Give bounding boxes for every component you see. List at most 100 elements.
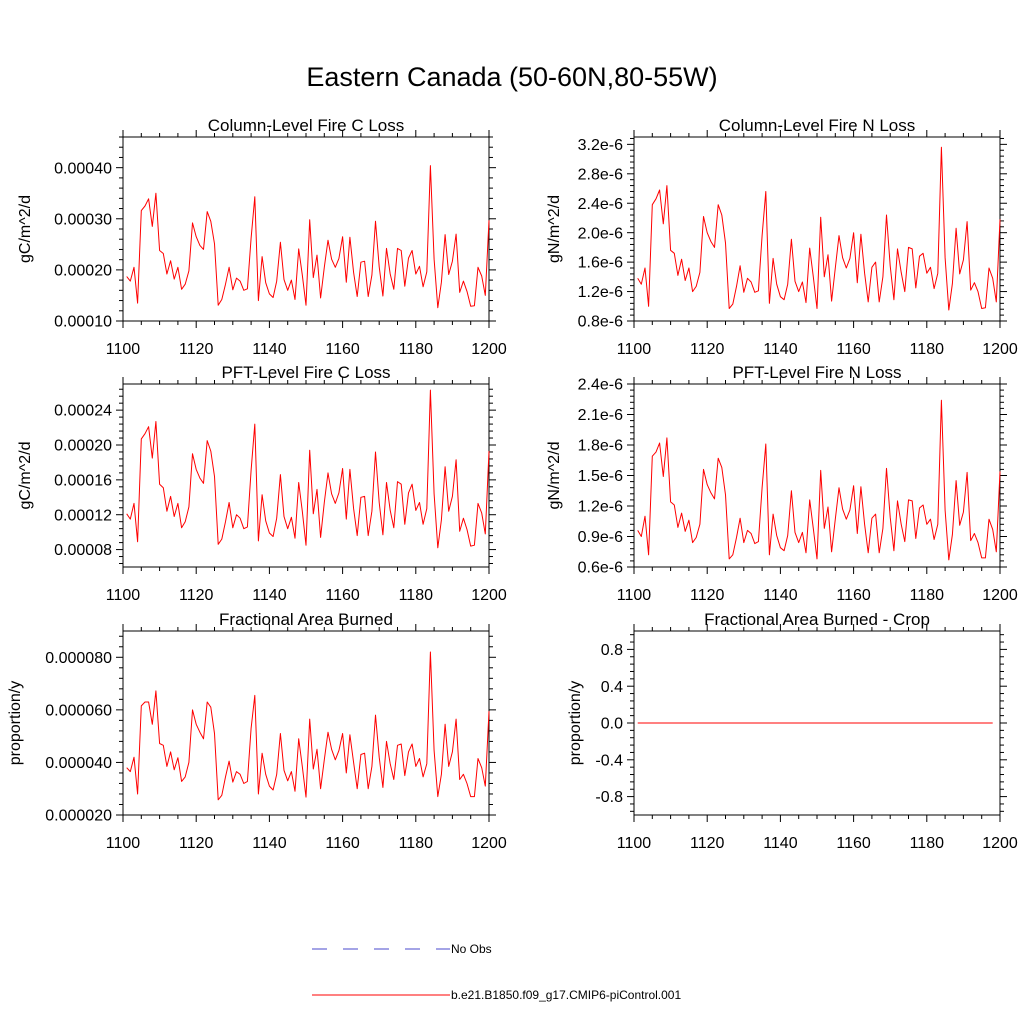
y-tick-label: 0.00024 bbox=[54, 403, 112, 420]
x-tick-label: 1140 bbox=[252, 835, 287, 852]
x-tick-label: 1180 bbox=[399, 835, 434, 852]
x-tick-label: 1140 bbox=[252, 587, 287, 604]
y-tick-label: 3.2e-6 bbox=[578, 137, 623, 154]
panel-5: Fractional Area Burned proportion/y 1100 11… bbox=[7, 610, 507, 852]
x-tick-label: 1200 bbox=[471, 341, 507, 358]
x-tick-label: 1140 bbox=[252, 341, 287, 358]
x-tick-label: 1180 bbox=[399, 341, 434, 358]
x-tick-label: 1140 bbox=[763, 341, 798, 358]
x-tick-label: 1100 bbox=[617, 341, 652, 358]
y-tick-label: 1.2e-6 bbox=[578, 499, 623, 516]
x-tick-label: 1200 bbox=[982, 341, 1018, 358]
y-tick-label: 2.0e-6 bbox=[578, 225, 623, 242]
series-line bbox=[126, 165, 490, 309]
panel-4: PFT-Level Fire N Loss gN/m^2/d 1100 1120 114… bbox=[546, 363, 1018, 604]
x-tick-label: 1200 bbox=[982, 587, 1018, 604]
y-tick-label: 0.00016 bbox=[54, 472, 112, 489]
panel-title: Fractional Area Burned - Crop bbox=[704, 610, 930, 629]
y-tick-label: 0.00020 bbox=[54, 438, 112, 455]
series-line bbox=[637, 399, 1001, 561]
y-tick-label: -0.8 bbox=[595, 789, 623, 806]
y-axis-label: gN/m^2/d bbox=[546, 195, 563, 263]
panel-1: Column-Level Fire C Loss gC/m^2/d 1100 1120… bbox=[17, 116, 507, 358]
x-tick-label: 1160 bbox=[325, 835, 360, 852]
y-axis-label: proportion/y bbox=[7, 681, 24, 766]
figure-title: Eastern Canada (50-60N,80-55W) bbox=[306, 62, 718, 92]
y-tick-label: 0.8 bbox=[601, 642, 623, 659]
y-tick-label: 0.000060 bbox=[45, 702, 112, 719]
y-axis-label: gC/m^2/d bbox=[17, 442, 34, 510]
x-tick-label: 1100 bbox=[106, 835, 141, 852]
y-tick-label: 0.8e-6 bbox=[578, 314, 623, 331]
plot-frame bbox=[633, 136, 1001, 322]
x-tick-label: 1120 bbox=[690, 835, 725, 852]
x-tick-label: 1160 bbox=[325, 587, 360, 604]
x-tick-label: 1120 bbox=[690, 341, 725, 358]
y-tick-label: 0.00012 bbox=[54, 507, 112, 524]
x-tick-label: 1180 bbox=[910, 835, 945, 852]
x-tick-label: 1200 bbox=[982, 835, 1018, 852]
y-tick-label: 0.000020 bbox=[45, 808, 112, 825]
y-axis-label: proportion/y bbox=[567, 681, 584, 766]
plot-frame bbox=[122, 136, 490, 322]
y-tick-label: 2.4e-6 bbox=[578, 196, 623, 213]
y-tick-label: 0.000040 bbox=[45, 755, 112, 772]
x-tick-label: 1120 bbox=[179, 835, 214, 852]
series-line bbox=[126, 651, 490, 801]
y-tick-label: 0.00008 bbox=[54, 542, 112, 559]
y-tick-label: 1.6e-6 bbox=[578, 255, 623, 272]
panel-title: Column-Level Fire N Loss bbox=[719, 116, 916, 135]
y-tick-label: 0.0 bbox=[601, 716, 623, 733]
x-tick-label: 1100 bbox=[106, 341, 141, 358]
y-tick-label: 2.4e-6 bbox=[578, 377, 623, 394]
x-tick-label: 1100 bbox=[106, 587, 141, 604]
x-tick-label: 1180 bbox=[910, 587, 945, 604]
y-tick-label: 1.5e-6 bbox=[578, 468, 623, 485]
y-tick-label: -0.4 bbox=[595, 752, 623, 769]
series-line bbox=[126, 389, 490, 549]
legend-label: No Obs bbox=[451, 942, 492, 956]
y-tick-label: 0.00010 bbox=[54, 314, 112, 331]
y-tick-label: 1.8e-6 bbox=[578, 438, 623, 455]
panel-3: PFT-Level Fire C Loss gC/m^2/d 1100 1120 114… bbox=[17, 363, 507, 604]
panel-title: Fractional Area Burned bbox=[219, 610, 393, 629]
y-tick-label: 0.00030 bbox=[54, 211, 112, 228]
y-axis-label: gC/m^2/d bbox=[17, 195, 34, 263]
y-tick-label: 2.1e-6 bbox=[578, 407, 623, 424]
y-tick-label: 2.8e-6 bbox=[578, 166, 623, 183]
y-tick-label: 0.00020 bbox=[54, 262, 112, 279]
x-tick-label: 1120 bbox=[179, 341, 214, 358]
x-tick-label: 1180 bbox=[910, 341, 945, 358]
legend: No Obs b.e21.B1850.f09_g17.CMIP6-piContro… bbox=[312, 942, 681, 1002]
y-tick-label: 0.9e-6 bbox=[578, 529, 623, 546]
x-tick-label: 1180 bbox=[399, 587, 434, 604]
x-tick-label: 1160 bbox=[836, 587, 871, 604]
panel-title: PFT-Level Fire N Loss bbox=[732, 363, 901, 382]
x-tick-label: 1100 bbox=[617, 835, 652, 852]
x-tick-label: 1120 bbox=[690, 587, 725, 604]
y-tick-label: 1.2e-6 bbox=[578, 284, 623, 301]
x-tick-label: 1140 bbox=[763, 835, 798, 852]
x-tick-label: 1200 bbox=[471, 587, 507, 604]
y-tick-label: 0.4 bbox=[601, 679, 623, 696]
plot-frame bbox=[633, 383, 1001, 568]
x-tick-label: 1160 bbox=[836, 341, 871, 358]
panel-title: PFT-Level Fire C Loss bbox=[221, 363, 390, 382]
series-line bbox=[637, 146, 1001, 311]
y-axis-label: gN/m^2/d bbox=[546, 442, 563, 510]
y-tick-label: 0.00040 bbox=[54, 160, 112, 177]
panel-title: Column-Level Fire C Loss bbox=[208, 116, 405, 135]
x-tick-label: 1140 bbox=[763, 587, 798, 604]
y-tick-label: 0.6e-6 bbox=[578, 560, 623, 577]
x-tick-label: 1120 bbox=[179, 587, 214, 604]
x-tick-label: 1160 bbox=[836, 835, 871, 852]
x-tick-label: 1100 bbox=[617, 587, 652, 604]
panel-6: Fractional Area Burned - Crop proportion/… bbox=[567, 610, 1018, 852]
x-tick-label: 1160 bbox=[325, 341, 360, 358]
x-tick-label: 1200 bbox=[471, 835, 507, 852]
panels-group: Column-Level Fire C Loss gC/m^2/d 1100 1120… bbox=[7, 116, 1018, 852]
legend-label: b.e21.B1850.f09_g17.CMIP6-piControl.001 bbox=[451, 988, 681, 1002]
panel-2: Column-Level Fire N Loss gN/m^2/d 1100 1120… bbox=[546, 116, 1018, 358]
y-tick-label: 0.000080 bbox=[45, 650, 112, 667]
